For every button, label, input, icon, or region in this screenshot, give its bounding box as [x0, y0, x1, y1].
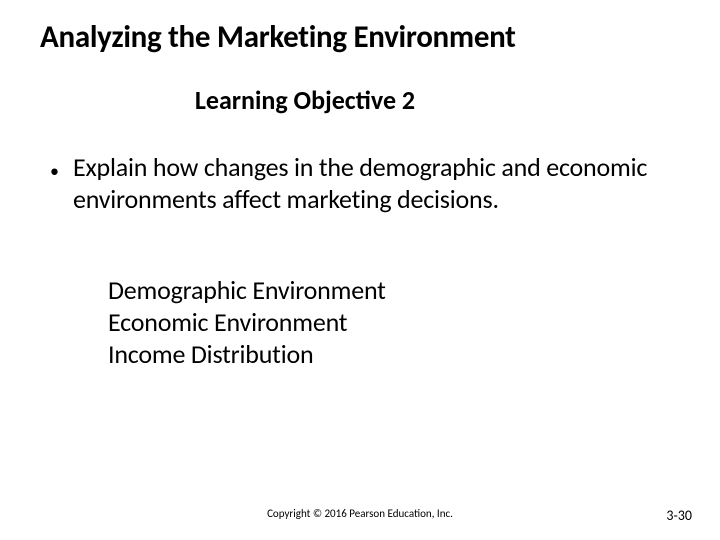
footer: Copyright © 2016 Pearson Education, Inc. [0, 507, 720, 520]
bullet-text: Explain how changes in the demographic a… [73, 152, 660, 215]
page-number: 3-30 [666, 507, 692, 524]
copyright-text: Copyright © 2016 Pearson Education, Inc. [267, 507, 453, 520]
slide-title: Analyzing the Marketing Environment [0, 0, 720, 56]
bullet-container: • Explain how changes in the demographic… [0, 152, 720, 215]
topic-item: Income Distribution [108, 339, 720, 371]
topic-item: Demographic Environment [108, 275, 720, 307]
topic-item: Economic Environment [108, 307, 720, 339]
topic-list: Demographic Environment Economic Environ… [0, 275, 720, 370]
bullet-item: • Explain how changes in the demographic… [50, 152, 660, 215]
slide-subtitle: Learning Objective 2 [0, 84, 720, 116]
bullet-marker: • [50, 160, 59, 182]
